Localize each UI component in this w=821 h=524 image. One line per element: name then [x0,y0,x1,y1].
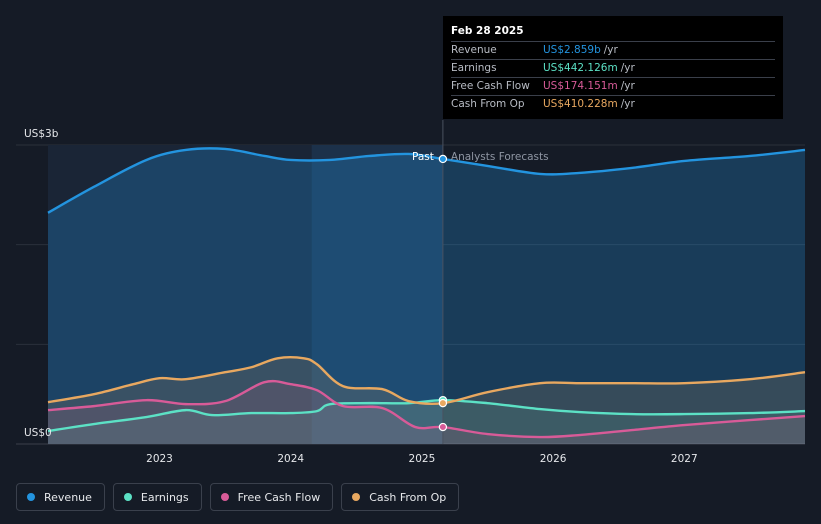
cash-from-op-marker [438,398,448,408]
legend-item-revenue[interactable]: Revenue [16,483,105,511]
highlight-region [311,145,443,444]
tooltip-row-value: US$2.859b [543,44,601,56]
tooltip-row: Cash From Op US$410.228m/yr [451,95,775,113]
tooltip-row-value: US$174.151m [543,80,618,92]
tooltip-row: Free Cash Flow US$174.151m/yr [451,77,775,95]
tooltip-row-unit: /yr [620,80,635,92]
free-cash-flow-line [47,379,806,439]
x-tick-label: 2024 [277,453,304,465]
tooltip-row-label: Cash From Op [451,98,525,110]
legend-item-earnings[interactable]: Earnings [112,483,202,511]
legend: Revenue Earnings Free Cash Flow Cash From O… [16,483,460,511]
tooltip-row-label: Earnings [451,62,497,74]
revenue-line [47,147,806,214]
x-tick-label: 2026 [540,453,567,465]
legend-dot-icon [27,493,35,501]
legend-dot-icon [123,493,132,501]
earnings-area [48,400,805,444]
tooltip: Feb 28 2025 Revenue US$2.859b/yr Earnings U… [443,16,783,119]
free-cash-flow-marker [438,422,448,432]
legend-label: Revenue [44,490,92,504]
y-axis-labels: US$3b US$0 [24,128,59,439]
forecast-label: Analysts Forecasts [451,151,549,163]
legend-dot-icon [352,493,361,501]
revenue-marker [438,154,448,164]
tooltip-row: Earnings US$442.126m/yr [451,59,775,77]
x-tick-label: 2027 [671,453,698,465]
cash-from-op-area [48,357,805,444]
tooltip-row-value: US$442.126m [543,62,618,74]
y-tick-label: US$0 [24,427,52,439]
y-tick-label: US$3b [24,128,59,140]
series-lines [47,147,806,439]
legend-label: Free Cash Flow [237,490,321,504]
tooltip-row-unit: /yr [603,44,618,56]
tooltip-row-label: Free Cash Flow [451,80,530,92]
legend-dot-icon [220,493,229,501]
x-axis-labels: 2023 2024 2025 2026 2027 [146,453,698,465]
tooltip-row-unit: /yr [620,98,635,110]
legend-label: Cash From Op [369,490,447,504]
x-tick-label: 2023 [146,453,173,465]
x-tick-label: 2025 [409,453,436,465]
legend-item-cash-from-op[interactable]: Cash From Op [341,483,460,511]
tooltip-row-unit: /yr [620,62,635,74]
series-areas [48,148,805,444]
past-label: Past [412,151,434,163]
tooltip-date: Feb 28 2025 [451,25,524,37]
legend-label: Earnings [140,490,189,504]
hover-markers [438,154,448,432]
tooltip-row-label: Revenue [451,44,497,56]
cash-from-op-line [47,356,806,405]
tooltip-row-value: US$410.228m [543,98,618,110]
tooltip-row: Revenue US$2.859b/yr [451,41,775,59]
earnings-line [47,398,806,433]
legend-item-free-cash-flow[interactable]: Free Cash Flow [209,483,334,511]
